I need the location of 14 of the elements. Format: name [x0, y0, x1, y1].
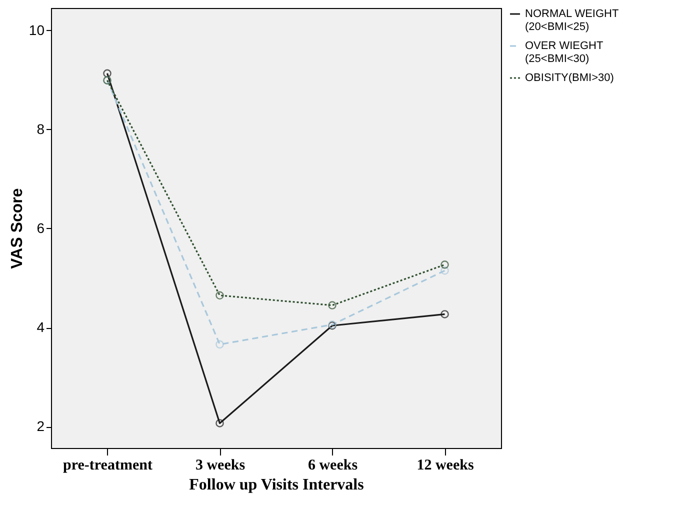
- legend-label: OBISITY(BMI>30): [525, 72, 614, 84]
- legend-label: OVER WIEGHT (25<BMI<30): [525, 40, 604, 65]
- y-axis-title: VAS Score: [8, 188, 26, 269]
- x-tick-label: pre-treatment: [63, 458, 152, 474]
- x-tick-label: 6 weeks: [308, 458, 358, 474]
- y-tick-label: 4: [36, 319, 45, 336]
- y-tick-label: 8: [36, 120, 45, 137]
- x-axis-title: Follow up Visits Intervals: [189, 476, 364, 494]
- y-tick-label: 2: [36, 418, 45, 434]
- x-tick-label: 12 weeks: [416, 458, 474, 474]
- y-tick-label: 6: [36, 220, 45, 236]
- y-tick-label: 10: [28, 22, 45, 38]
- legend-label: NORMAL WEIGHT (20<BMI<25): [525, 8, 619, 33]
- x-tick-label: 3 weeks: [195, 458, 246, 474]
